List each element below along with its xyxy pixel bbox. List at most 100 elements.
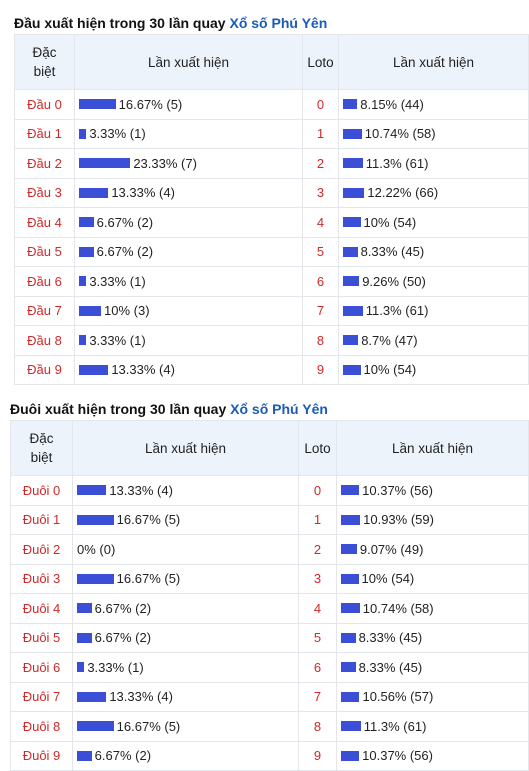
special-value: 6.67% (2) — [94, 748, 152, 764]
loto-count-cell: 8.33% (45) — [338, 236, 529, 267]
special-value: 16.67% (5) — [116, 718, 181, 734]
col-header-count: Lần xuất hiện — [72, 420, 299, 476]
special-value: 3.33% (1) — [89, 332, 146, 348]
row-label: Đuôi 4 — [10, 593, 73, 624]
loto-value: 8.7% (47) — [361, 332, 418, 348]
special-value: 3.33% (1) — [87, 659, 144, 675]
dau-heading: Đầu xuất hiện trong 30 lần quay Xổ số Ph… — [0, 12, 529, 34]
table-row: Đuôi 1 16.67% (5) 1 10.93% (59) — [10, 504, 529, 535]
special-bar — [79, 217, 94, 228]
col-header-loto-count: Lần xuất hiện — [338, 34, 529, 90]
special-bar — [77, 721, 114, 732]
loto-bar — [341, 603, 360, 614]
loto-bar — [343, 99, 358, 110]
special-bar — [79, 128, 87, 139]
col-header-special: Đặc biệt — [10, 420, 73, 476]
loto-count-cell: 10.56% (57) — [336, 681, 529, 712]
special-count-cell: 0% (0) — [72, 534, 299, 565]
loto-digit: 5 — [298, 622, 337, 653]
loto-bar — [343, 276, 360, 287]
dau-lottery-link[interactable]: Xổ số Phú Yên — [229, 15, 328, 31]
special-value: 13.33% (4) — [109, 689, 173, 705]
loto-value: 10.93% (59) — [363, 512, 434, 528]
loto-count-cell: 10% (54) — [338, 207, 529, 238]
loto-count-cell: 10.37% (56) — [336, 740, 529, 771]
special-value: 6.67% (2) — [94, 630, 152, 646]
loto-bar — [341, 514, 361, 525]
row-label: Đầu 8 — [14, 325, 75, 356]
loto-digit: 1 — [302, 118, 339, 149]
table-row: Đuôi 3 16.67% (5) 3 10% (54) — [10, 563, 529, 594]
row-label: Đầu 3 — [14, 177, 75, 208]
special-count-cell: 16.67% (5) — [72, 504, 299, 535]
loto-digit: 4 — [302, 207, 339, 238]
loto-value: 12.22% (66) — [367, 185, 439, 201]
duoi-title: Đuôi xuất hiện trong 30 lần quay — [10, 401, 227, 417]
table-row: Đầu 7 10% (3) 7 11.3% (61) — [14, 295, 529, 326]
dau-table: Đặc biệt Lần xuất hiện Loto Lần xuất hiệ… — [14, 34, 529, 385]
row-label: Đuôi 6 — [10, 652, 73, 683]
special-count-cell: 6.67% (2) — [74, 207, 303, 238]
duoi-lottery-link[interactable]: Xổ số Phú Yên — [230, 401, 328, 417]
special-bar — [79, 335, 87, 346]
special-value: 16.67% (5) — [116, 512, 181, 528]
special-count-cell: 23.33% (7) — [74, 148, 303, 179]
loto-value: 10.37% (56) — [362, 748, 433, 764]
duoi-heading: Đuôi xuất hiện trong 30 lần quay Xổ số P… — [0, 398, 529, 420]
loto-bar — [343, 187, 365, 198]
special-count-cell: 3.33% (1) — [74, 118, 303, 149]
special-count-cell: 10% (3) — [74, 295, 303, 326]
table-row: Đuôi 4 6.67% (2) 4 10.74% (58) — [10, 593, 529, 624]
special-value: 16.67% (5) — [118, 96, 183, 112]
loto-digit: 0 — [302, 89, 339, 120]
loto-value: 10.56% (57) — [362, 689, 434, 705]
loto-count-cell: 10% (54) — [336, 563, 529, 594]
col-header-loto-count: Lần xuất hiện — [336, 420, 529, 476]
duoi-section: Đuôi xuất hiện trong 30 lần quay Xổ số P… — [0, 385, 529, 771]
special-bar — [79, 246, 94, 257]
special-bar — [77, 632, 92, 643]
loto-digit: 7 — [302, 295, 339, 326]
special-value: 16.67% (5) — [116, 571, 181, 587]
loto-digit: 6 — [298, 652, 337, 683]
special-value: 13.33% (4) — [111, 185, 175, 201]
loto-digit: 2 — [298, 534, 337, 565]
loto-count-cell: 11.3% (61) — [338, 148, 529, 179]
row-label: Đầu 1 — [14, 118, 75, 149]
loto-value: 10% (54) — [363, 362, 417, 378]
table-row: Đầu 3 13.33% (4) 3 12.22% (66) — [14, 177, 529, 208]
loto-value: 10% (54) — [361, 571, 415, 587]
special-count-cell: 3.33% (1) — [74, 266, 303, 297]
row-label: Đuôi 1 — [10, 504, 73, 535]
loto-count-cell: 10% (54) — [338, 354, 529, 385]
special-count-cell: 3.33% (1) — [72, 652, 299, 683]
table-row: Đuôi 7 13.33% (4) 7 10.56% (57) — [10, 681, 529, 712]
special-count-cell: 6.67% (2) — [72, 622, 299, 653]
loto-digit: 6 — [302, 266, 339, 297]
special-bar — [79, 187, 109, 198]
loto-bar — [341, 485, 360, 496]
loto-count-cell: 10.74% (58) — [336, 593, 529, 624]
loto-value: 10% (54) — [363, 214, 417, 230]
loto-value: 11.3% (61) — [365, 303, 429, 319]
special-value: 13.33% (4) — [109, 482, 173, 498]
special-value: 6.67% (2) — [96, 214, 154, 230]
loto-value: 8.33% (45) — [360, 244, 425, 260]
table-row: Đuôi 2 0% (0) 2 9.07% (49) — [10, 534, 529, 565]
loto-bar — [341, 544, 357, 555]
loto-value: 11.3% (61) — [363, 718, 427, 734]
loto-bar — [343, 217, 361, 228]
loto-digit: 4 — [298, 593, 337, 624]
special-value: 0% (0) — [77, 541, 116, 557]
loto-count-cell: 11.3% (61) — [338, 295, 529, 326]
row-label: Đầu 5 — [14, 236, 75, 267]
special-count-cell: 6.67% (2) — [72, 593, 299, 624]
special-count-cell: 16.67% (5) — [72, 563, 299, 594]
loto-value: 10.74% (58) — [362, 600, 434, 616]
loto-bar — [343, 335, 359, 346]
special-value: 3.33% (1) — [89, 126, 146, 142]
table-row: Đầu 8 3.33% (1) 8 8.7% (47) — [14, 325, 529, 356]
table-row: Đầu 1 3.33% (1) 1 10.74% (58) — [14, 118, 529, 149]
loto-bar — [341, 721, 361, 732]
loto-count-cell: 9.26% (50) — [338, 266, 529, 297]
